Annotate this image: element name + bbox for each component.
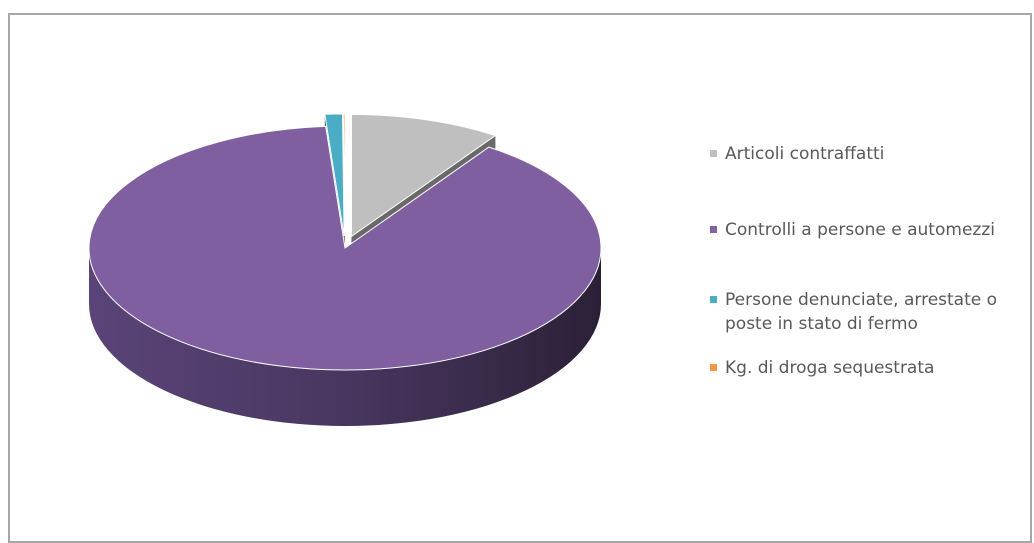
pie-slice-1: [88, 125, 602, 371]
legend-label: Kg. di droga sequestrata: [725, 358, 935, 378]
legend-item-persone: Persone denunciate, arrestate o poste in…: [710, 288, 997, 336]
pie-slice-3: [342, 113, 346, 236]
pie-slice-2: [324, 113, 345, 236]
pie-slice-0: [350, 113, 497, 238]
legend-swatch: [710, 296, 717, 303]
legend-label: Controlli a persone e automezzi: [725, 220, 995, 240]
legend-swatch: [710, 150, 717, 157]
legend-label: Articoli contraffatti: [725, 144, 885, 164]
legend-item-articoli: Articoli contraffatti: [710, 142, 884, 166]
legend-swatch: [710, 226, 717, 233]
legend-label: Persone denunciate, arrestate o poste in…: [725, 290, 998, 334]
pie-slice-side-1: [89, 248, 601, 426]
legend-item-droga: Kg. di droga sequestrata: [710, 356, 934, 380]
legend-swatch: [710, 364, 717, 371]
legend-item-controlli: Controlli a persone e automezzi: [710, 218, 995, 242]
